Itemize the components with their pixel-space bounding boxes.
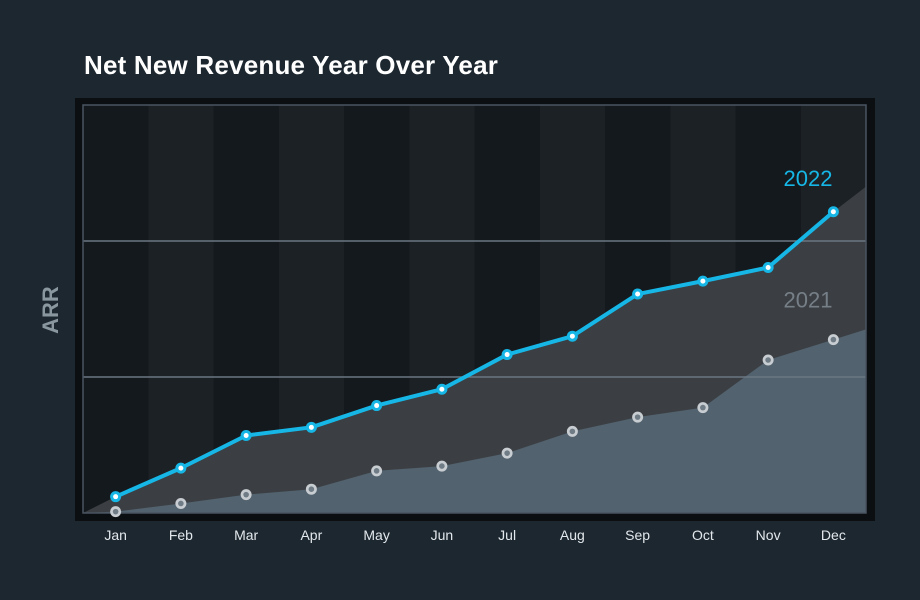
point-2021-may bbox=[371, 465, 383, 477]
y-axis-label: ARR bbox=[38, 286, 63, 334]
chart-title: Net New Revenue Year Over Year bbox=[84, 50, 499, 80]
point-center bbox=[700, 278, 706, 284]
x-axis-ticks: Jan Feb Mar Apr May Jun Jul Aug Sep Oct Nov Dec bbox=[104, 527, 845, 543]
plot-border bbox=[82, 104, 867, 514]
point-2021-dec bbox=[827, 334, 839, 346]
point-2021-oct bbox=[697, 402, 709, 414]
point-2022-sep bbox=[632, 288, 644, 300]
point-center bbox=[439, 463, 445, 469]
point-2022-may bbox=[371, 400, 383, 412]
x-tick-dec: Dec bbox=[821, 527, 846, 543]
x-tick-feb: Feb bbox=[169, 527, 193, 543]
point-2022-feb bbox=[175, 462, 187, 474]
point-center bbox=[113, 494, 119, 500]
point-center bbox=[243, 432, 249, 438]
point-center bbox=[569, 428, 576, 435]
series-labels: 2022 2021 bbox=[784, 166, 833, 313]
point-center bbox=[634, 414, 641, 420]
point-2021-nov bbox=[762, 354, 774, 366]
point-center bbox=[439, 386, 445, 392]
point-center bbox=[504, 352, 510, 358]
point-center bbox=[243, 491, 249, 498]
point-2021-jul bbox=[501, 447, 513, 459]
point-2022-jan bbox=[110, 491, 122, 503]
point-center bbox=[112, 508, 119, 515]
point-center bbox=[308, 424, 314, 430]
point-center bbox=[635, 291, 641, 297]
x-tick-apr: Apr bbox=[300, 527, 322, 543]
point-2021-jun bbox=[436, 460, 448, 472]
point-center bbox=[700, 404, 706, 411]
point-center bbox=[373, 468, 380, 474]
point-2022-nov bbox=[762, 262, 774, 274]
grid-lines bbox=[83, 240, 866, 378]
series-areas bbox=[83, 186, 866, 513]
point-2021-sep bbox=[632, 411, 644, 423]
series-label-2021: 2021 bbox=[784, 288, 833, 313]
line-2022 bbox=[113, 209, 836, 499]
column-band-feb bbox=[148, 105, 214, 513]
x-tick-nov: Nov bbox=[756, 527, 781, 543]
point-2022-jun bbox=[436, 383, 448, 395]
x-tick-oct: Oct bbox=[692, 527, 714, 543]
point-2021-aug bbox=[566, 425, 578, 437]
point-2022-apr bbox=[305, 421, 317, 433]
point-center bbox=[765, 357, 771, 363]
point-2022-aug bbox=[566, 330, 578, 342]
point-center bbox=[765, 265, 771, 271]
x-tick-sep: Sep bbox=[625, 527, 650, 543]
x-tick-jan: Jan bbox=[104, 527, 127, 543]
x-tick-mar: Mar bbox=[234, 527, 258, 543]
x-tick-jul: Jul bbox=[498, 527, 516, 543]
point-center bbox=[178, 500, 184, 507]
point-center bbox=[178, 465, 184, 471]
point-2022-oct bbox=[697, 275, 709, 287]
column-band-jan bbox=[83, 105, 149, 513]
point-2021-jan bbox=[110, 506, 122, 518]
area-2021 bbox=[83, 329, 866, 513]
point-2022-dec bbox=[827, 206, 839, 218]
series-lines bbox=[113, 209, 836, 499]
point-center bbox=[830, 209, 836, 215]
x-tick-aug: Aug bbox=[560, 527, 585, 543]
point-center bbox=[308, 486, 315, 493]
point-center bbox=[374, 403, 380, 409]
series-label-2022: 2022 bbox=[784, 166, 833, 191]
point-center bbox=[830, 336, 837, 343]
point-2022-jul bbox=[501, 349, 513, 361]
point-2022-mar bbox=[240, 429, 252, 441]
series-points bbox=[110, 206, 839, 518]
point-2021-apr bbox=[305, 483, 317, 495]
x-tick-may: May bbox=[363, 527, 389, 543]
point-center bbox=[569, 333, 575, 339]
x-tick-jun: Jun bbox=[431, 527, 454, 543]
point-2021-mar bbox=[240, 489, 252, 501]
point-2021-feb bbox=[175, 497, 187, 509]
point-center bbox=[504, 450, 510, 456]
